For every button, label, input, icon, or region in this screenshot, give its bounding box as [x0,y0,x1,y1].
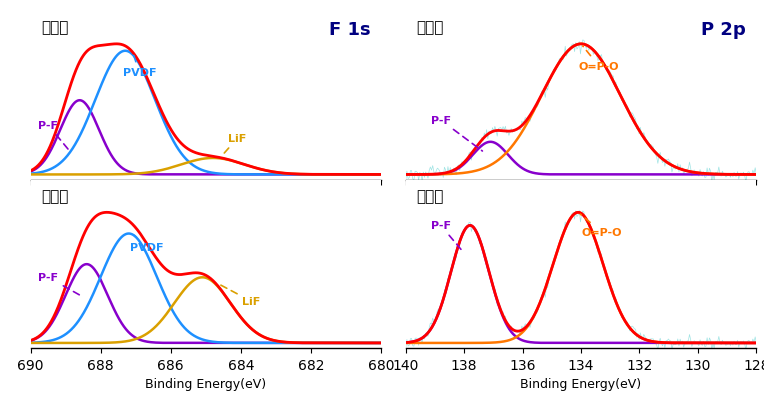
Text: F 1s: F 1s [329,21,371,38]
Text: O=P-O: O=P-O [578,47,619,71]
Text: 수세후: 수세후 [41,21,69,36]
X-axis label: Binding Energy(eV): Binding Energy(eV) [145,377,267,390]
Text: O=P-O: O=P-O [580,215,622,237]
Text: PVDF: PVDF [122,54,156,78]
Text: LiF: LiF [222,134,247,156]
Text: P-F: P-F [38,121,71,153]
Text: LiF: LiF [219,284,261,307]
Text: P-F: P-F [431,221,462,252]
Text: P-F: P-F [38,273,81,296]
X-axis label: Binding Energy(eV): Binding Energy(eV) [520,377,642,390]
Text: P-F: P-F [431,116,482,151]
Text: 수세후: 수세후 [416,21,444,36]
Text: P 2p: P 2p [701,21,746,38]
Text: 수세전: 수세전 [416,189,444,204]
Text: PVDF: PVDF [130,236,163,252]
Text: 수세전: 수세전 [41,189,69,204]
